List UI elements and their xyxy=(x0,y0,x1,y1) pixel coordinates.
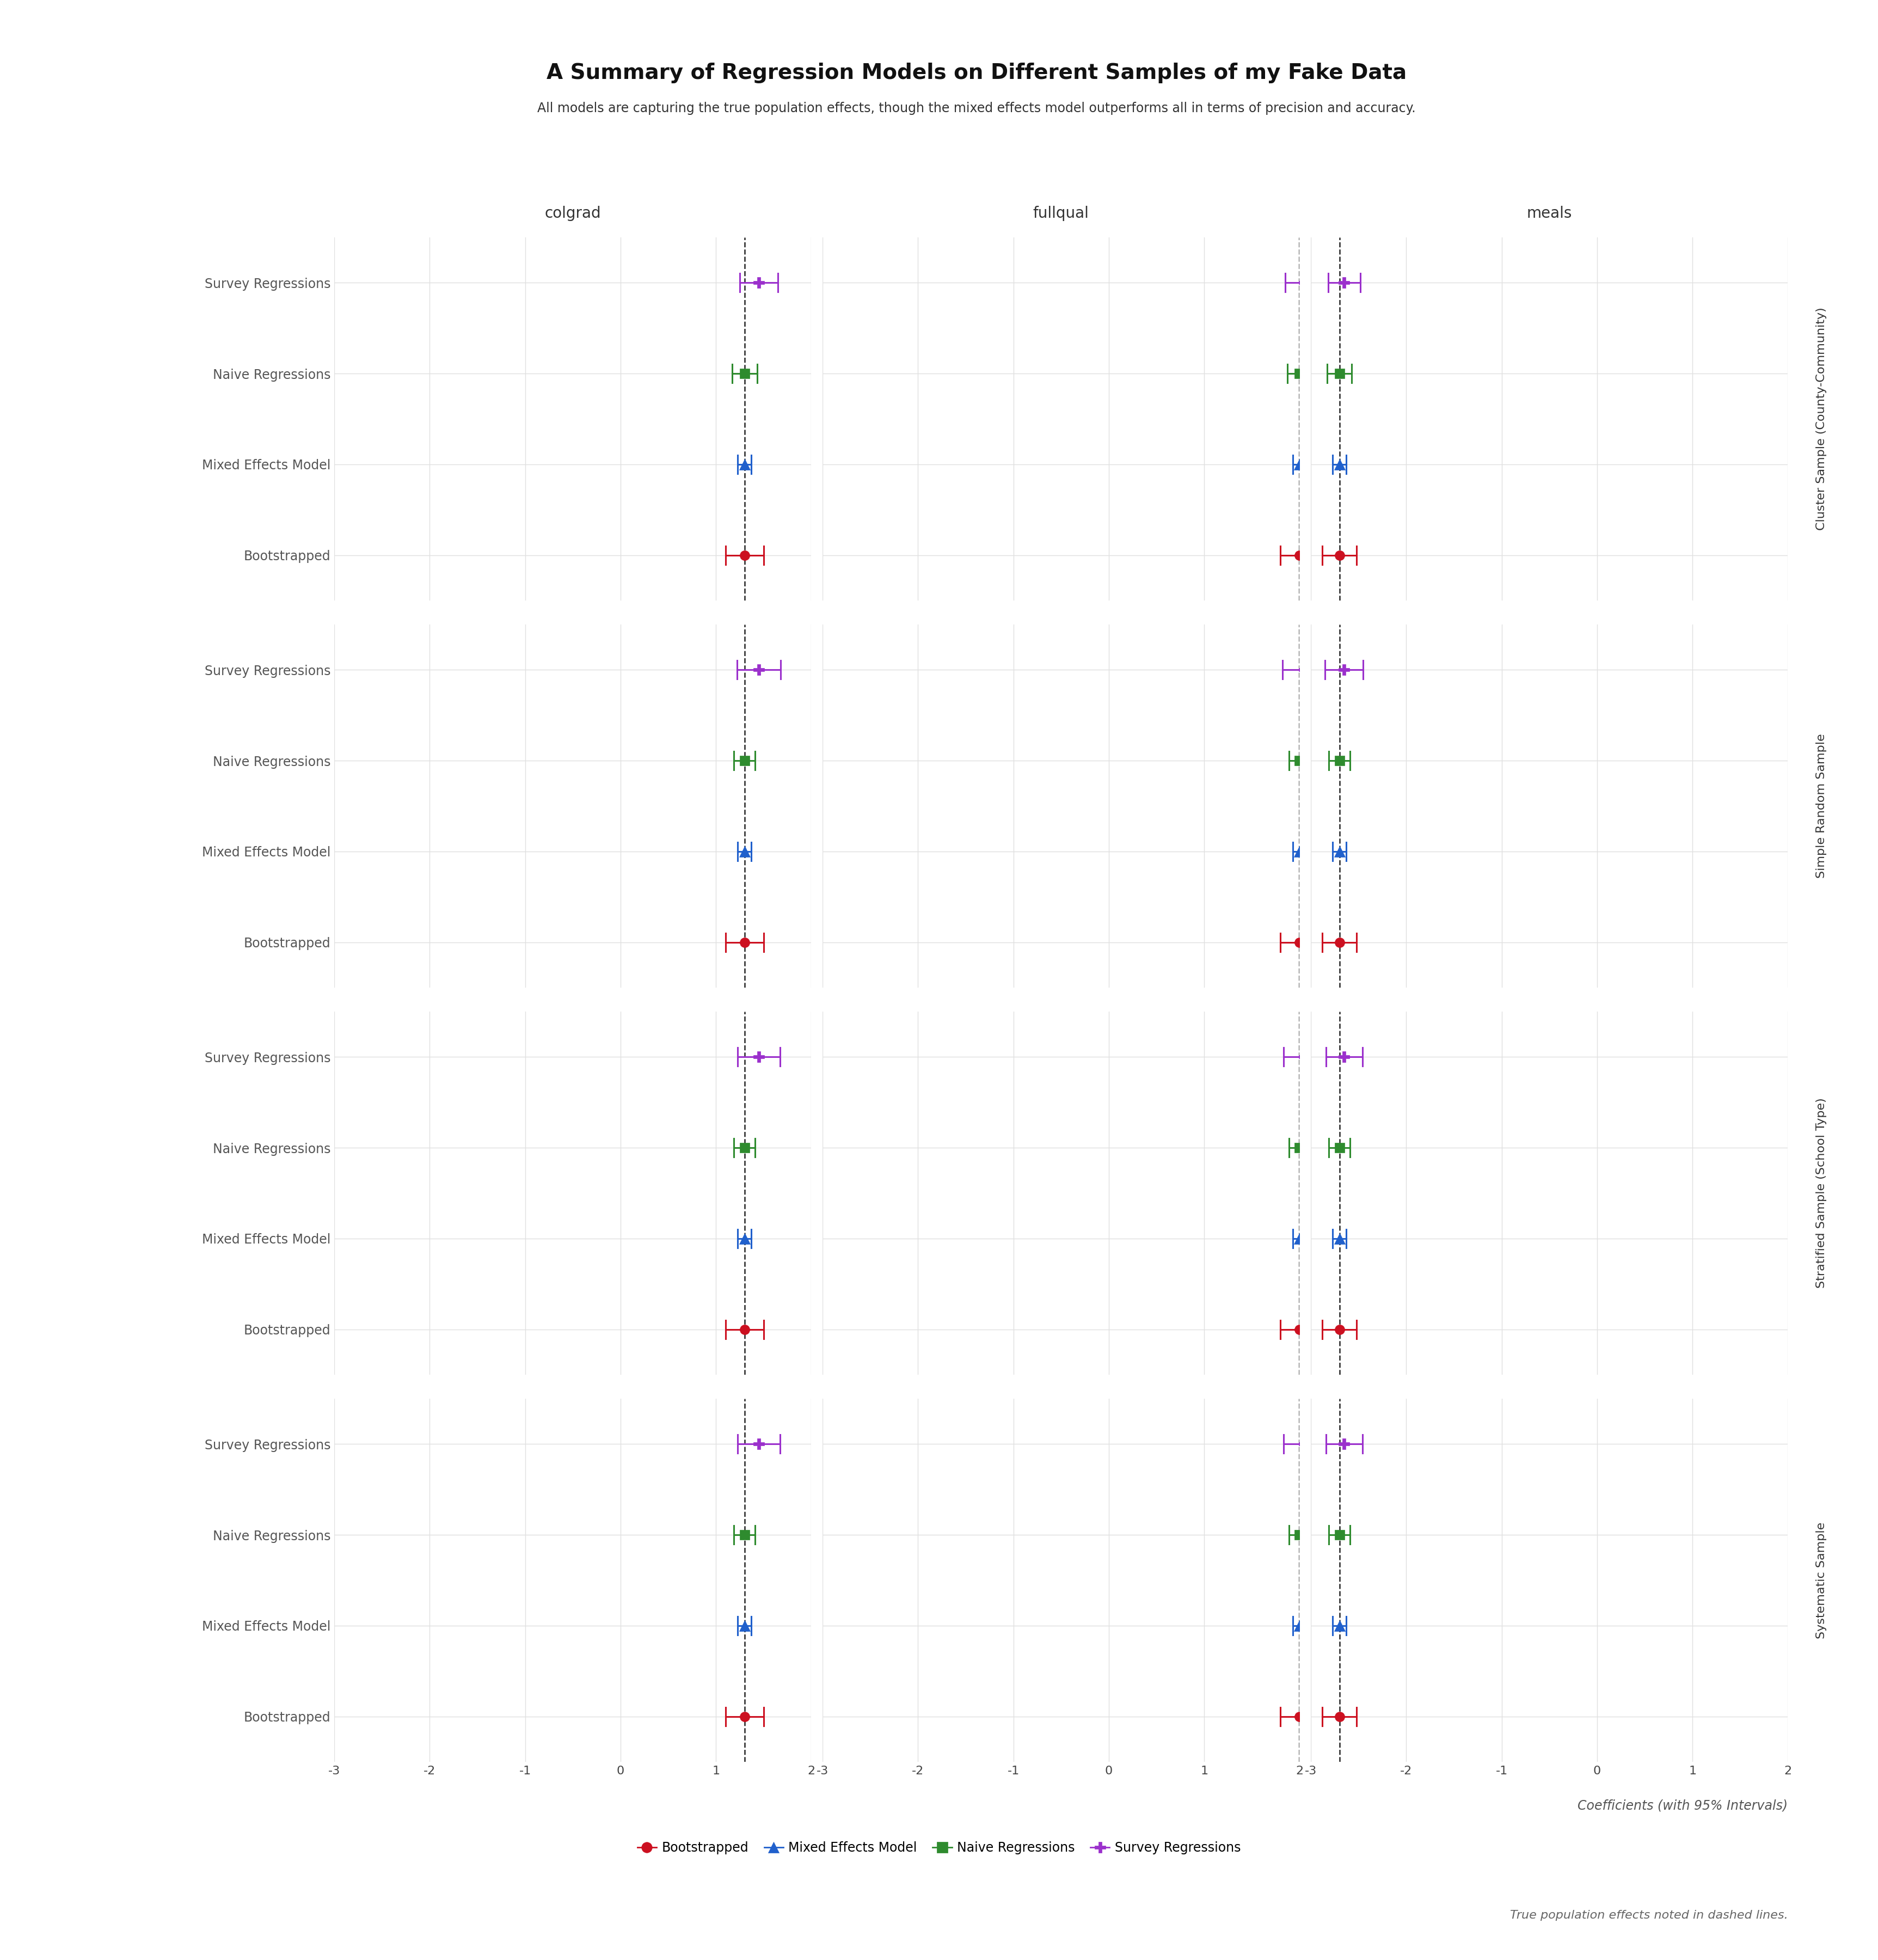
Text: fullqual: fullqual xyxy=(1033,206,1089,221)
Text: True population effects noted in dashed lines.: True population effects noted in dashed … xyxy=(1510,1909,1788,1921)
Text: All models are capturing the true population effects, though the mixed effects m: All models are capturing the true popula… xyxy=(537,102,1416,116)
Text: Simple Random Sample: Simple Random Sample xyxy=(1816,733,1827,878)
Text: meals: meals xyxy=(1527,206,1572,221)
Text: colgrad: colgrad xyxy=(545,206,601,221)
Text: Cluster Sample (County-Community): Cluster Sample (County-Community) xyxy=(1816,308,1827,531)
Text: Coefficients (with 95% Intervals): Coefficients (with 95% Intervals) xyxy=(1578,1799,1788,1813)
Text: A Summary of Regression Models on Different Samples of my Fake Data: A Summary of Regression Models on Differ… xyxy=(546,63,1407,84)
Text: Stratified Sample (School Type): Stratified Sample (School Type) xyxy=(1816,1098,1827,1288)
Text: Systematic Sample: Systematic Sample xyxy=(1816,1521,1827,1639)
Legend: Bootstrapped, Mixed Effects Model, Naive Regressions, Survey Regressions: Bootstrapped, Mixed Effects Model, Naive… xyxy=(633,1837,1245,1860)
